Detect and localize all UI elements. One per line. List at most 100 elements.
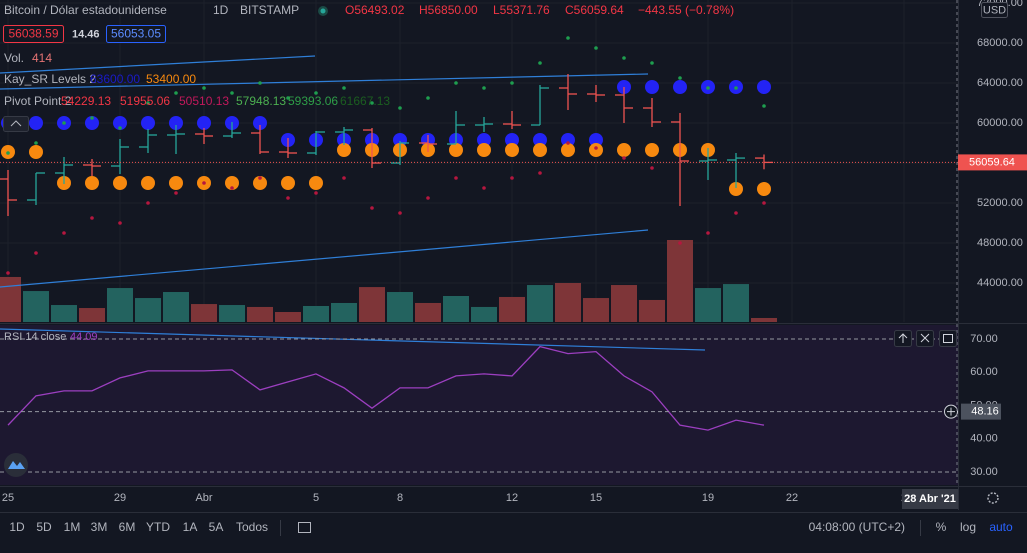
clock: 04:08:00 (UTC+2)	[809, 520, 905, 534]
settings-button[interactable]	[987, 492, 999, 504]
trend-lines	[0, 55, 706, 351]
pivot-dot	[678, 76, 682, 80]
volume-bar	[387, 292, 413, 322]
volume-bar	[415, 302, 441, 322]
sr-level	[309, 176, 323, 190]
rsi-label: RSI 14 close	[4, 331, 66, 343]
pivot-dot	[258, 176, 262, 180]
pivot-dot	[650, 166, 654, 170]
x-tick-label: 12	[506, 492, 518, 504]
pivot-dot	[174, 191, 178, 195]
bottom-toolbar: 1D 5D 1M 3M 6M YTD 1A 5A Todos 04:08:00 …	[9, 520, 1013, 536]
rsi-background	[0, 325, 958, 485]
range-button[interactable]: 1M	[64, 520, 81, 534]
x-tick-label: 15	[590, 492, 602, 504]
pivot-dot	[34, 141, 38, 145]
pivot-dot	[118, 221, 122, 225]
pivot-dot	[594, 146, 598, 150]
range-button[interactable]: 5D	[36, 520, 52, 534]
pivot-dot	[90, 216, 94, 220]
icon	[898, 333, 908, 343]
sr-level	[225, 176, 239, 190]
percent-toggle[interactable]: %	[936, 520, 947, 534]
range-button[interactable]: 6M	[119, 520, 136, 534]
volume-bar	[135, 298, 161, 322]
pivot-dot	[118, 126, 122, 130]
sr-level	[645, 80, 659, 94]
sr-level	[141, 176, 155, 190]
pivot-dot	[6, 271, 10, 275]
pivot-dot	[622, 156, 626, 160]
sr-level	[645, 143, 659, 157]
pane-buttons	[894, 330, 957, 347]
volume-bar	[611, 285, 637, 322]
auto-toggle[interactable]: auto	[989, 520, 1013, 534]
pivot-dot	[594, 46, 598, 50]
tv-logo-icon	[8, 461, 25, 469]
range-button[interactable]: 1D	[9, 520, 25, 534]
sr-level	[757, 80, 771, 94]
sr-level	[169, 116, 183, 130]
sr-level	[449, 143, 463, 157]
y-tick-label: 68000.00	[977, 37, 1023, 49]
ohlc-low: L55371.76	[493, 3, 550, 17]
pivot-dot	[454, 81, 458, 85]
range-button[interactable]: 5A	[209, 520, 224, 534]
pivot-dot	[174, 91, 178, 95]
last-price-label: 56059.64	[969, 156, 1015, 168]
rsi-tick-label: 60.00	[970, 366, 998, 378]
range-button[interactable]: 3M	[91, 520, 108, 534]
volume-bar	[107, 288, 133, 322]
maximize-button[interactable]	[939, 330, 957, 347]
pivot-dot	[398, 211, 402, 215]
trend-line	[0, 55, 316, 74]
sell-price: 56038.59	[8, 27, 58, 41]
pivot-dot	[538, 61, 542, 65]
exchange: BITSTAMP	[240, 3, 299, 17]
sr-level	[673, 80, 687, 94]
sr-level	[113, 176, 127, 190]
volume-bar	[667, 240, 693, 322]
log-toggle[interactable]: log	[960, 520, 976, 534]
buy-button[interactable]	[106, 25, 166, 43]
sell-button[interactable]	[3, 25, 64, 43]
pivot-dot	[734, 86, 738, 90]
volume-bar	[191, 304, 217, 322]
x-tick-label: 8	[397, 492, 403, 504]
volume-bar	[695, 288, 721, 322]
volume-bar	[639, 299, 665, 322]
pivot-dot	[202, 86, 206, 90]
sr-level	[281, 176, 295, 190]
sr-level	[253, 176, 267, 190]
pivot-dot	[34, 251, 38, 255]
sr-level	[561, 133, 575, 147]
volume-bar	[219, 305, 245, 322]
collapse-legend[interactable]	[3, 116, 29, 132]
pivot-dot	[482, 86, 486, 90]
sr-level	[533, 133, 547, 147]
volume-bar	[723, 284, 749, 322]
range-button[interactable]: Todos	[236, 520, 268, 534]
trend-line	[0, 73, 649, 90]
volume-bar	[23, 291, 49, 322]
rsi-line	[7, 345, 765, 431]
range-button[interactable]: YTD	[146, 520, 170, 534]
goto-date-button[interactable]	[298, 522, 311, 533]
pivot-dot	[650, 61, 654, 65]
currency-button[interactable]	[981, 2, 1008, 18]
sr-level	[253, 116, 267, 130]
pivot-dot	[762, 104, 766, 108]
volume-bar	[79, 308, 105, 322]
sr-level	[169, 176, 183, 190]
pivot-label: Pivot Point 2	[4, 94, 72, 108]
pivot-dot	[566, 36, 570, 40]
volume-bar	[751, 317, 777, 322]
range-button[interactable]: 1A	[183, 520, 198, 534]
x-tick-label: 5	[313, 492, 319, 504]
pivot-dot	[342, 86, 346, 90]
volume-bar	[499, 296, 525, 322]
pivot-dot	[230, 186, 234, 190]
sr-level	[589, 133, 603, 147]
crosshair-badge	[961, 403, 1001, 420]
